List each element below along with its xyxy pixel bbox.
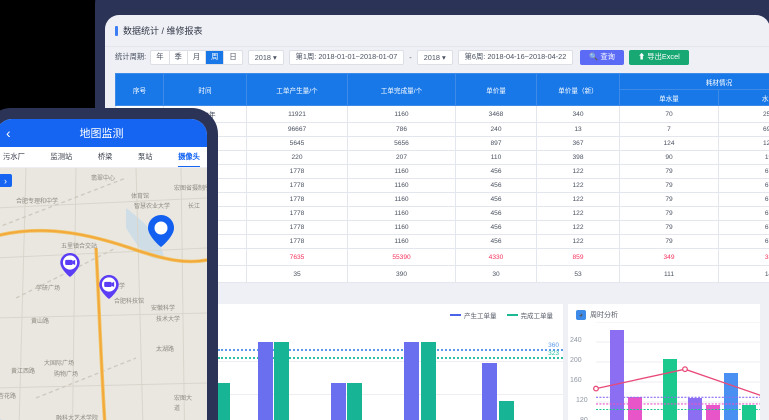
svg-text:道: 道 — [174, 404, 180, 412]
svg-text:黄江西路: 黄江西路 — [11, 367, 35, 375]
svg-text:学研广场: 学研广场 — [36, 284, 60, 292]
svg-text:长江: 长江 — [188, 202, 200, 210]
svg-text:宏图省摄制所: 宏图省摄制所 — [174, 184, 207, 192]
svg-text:五里镇合交站: 五里镇合交站 — [61, 242, 97, 250]
svg-text:宏图大: 宏图大 — [174, 394, 192, 402]
svg-text:技术大学: 技术大学 — [156, 315, 180, 323]
svg-text:翡翠中心: 翡翠中心 — [91, 174, 115, 182]
svg-text:大国际广场: 大国际广场 — [44, 359, 74, 367]
svg-text:体育馆: 体育馆 — [131, 192, 149, 200]
svg-text:黄山路: 黄山路 — [31, 317, 49, 325]
svg-text:智慧农业大学: 智慧农业大学 — [134, 202, 170, 210]
svg-text:杏花路: 杏花路 — [0, 392, 16, 400]
svg-text:购物广场: 购物广场 — [54, 370, 78, 378]
svg-text:安徽科学: 安徽科学 — [151, 304, 175, 312]
svg-text:太湖路: 太湖路 — [156, 345, 174, 353]
svg-text:合肥专理和中学: 合肥专理和中学 — [16, 197, 58, 205]
